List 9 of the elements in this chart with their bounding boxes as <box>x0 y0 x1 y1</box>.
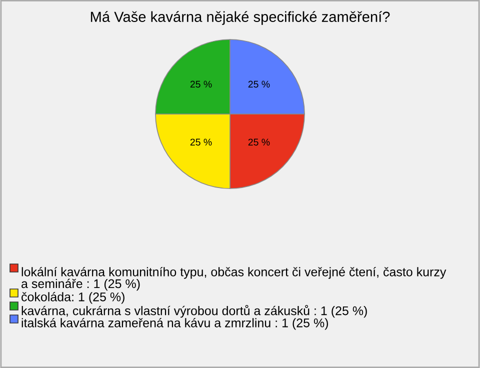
chart-title: Má Vaše kavárna nějaké specifické zaměření? <box>90 11 390 25</box>
legend-label: italská kavárna zameřená na kávu a zmrzlinu : 1 (25 %) <box>22 318 328 330</box>
data-label: 25 % <box>248 80 270 88</box>
legend-label: lokální kavárna komunitního typu, občas koncert či veřejné čtení, často kurzy a semináře : 1 (25 %) <box>22 267 446 291</box>
data-label: 25 % <box>190 80 212 88</box>
legend-label: čokoláda: 1 (25 %) <box>22 292 124 304</box>
data-label: 25 % <box>248 138 270 146</box>
data-label: 25 % <box>190 138 212 146</box>
legend-label: kavárna, cukrárna s vlastní výrobou dortů a zákusků : 1 (25 %) <box>22 305 367 318</box>
